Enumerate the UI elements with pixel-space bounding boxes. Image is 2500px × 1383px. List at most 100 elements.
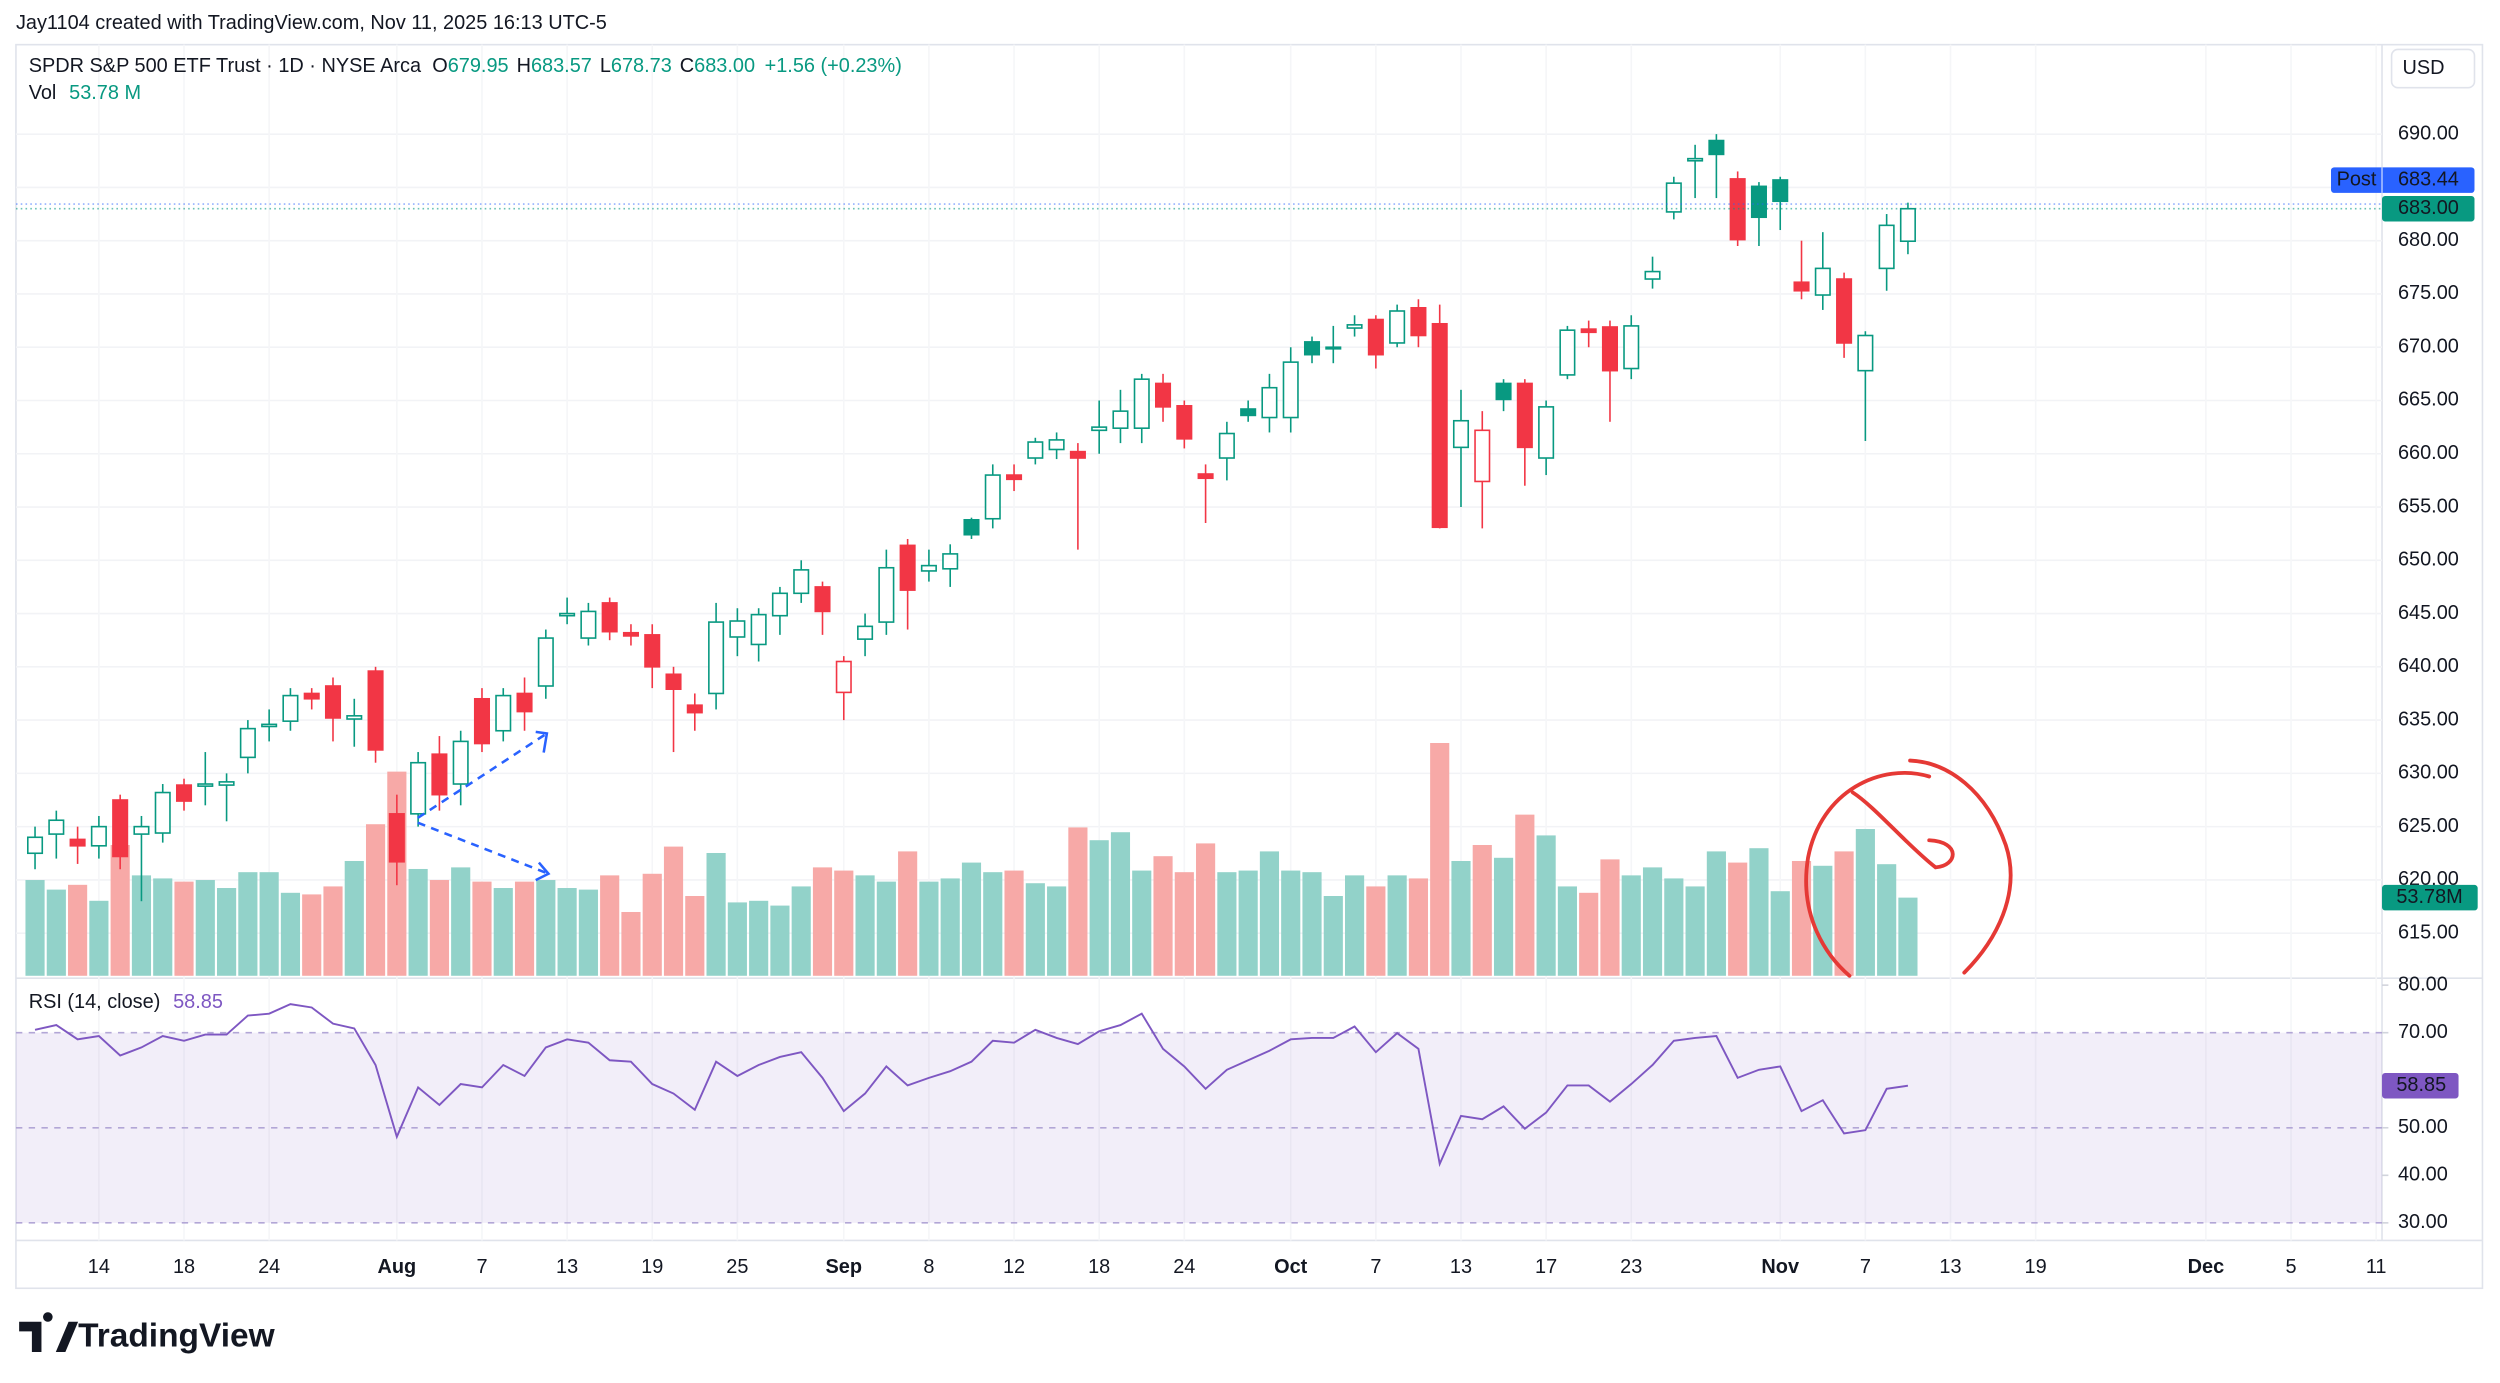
volume-bar bbox=[1621, 875, 1641, 976]
volume-bar bbox=[280, 892, 301, 976]
hand-drawn-circle bbox=[1804, 758, 2013, 978]
x-tick-label: 18 bbox=[1088, 1256, 1110, 1278]
currency[interactable]: USD bbox=[2402, 57, 2444, 79]
volume-bar bbox=[749, 900, 769, 976]
candle-body bbox=[559, 612, 576, 617]
y-tick-label: 620.00 bbox=[2398, 868, 2459, 890]
volume-last: 53.78M bbox=[2396, 886, 2462, 908]
volume-bar bbox=[429, 880, 449, 976]
volume-bar bbox=[1749, 848, 1769, 976]
volume-bar bbox=[1408, 878, 1429, 976]
volume-bar bbox=[685, 896, 705, 976]
x-tick-label: 12 bbox=[1003, 1256, 1025, 1278]
volume-bar bbox=[812, 867, 833, 976]
x-tick-label: 23 bbox=[1620, 1256, 1642, 1278]
x-tick-label: 19 bbox=[641, 1256, 663, 1278]
candle-body bbox=[346, 715, 363, 720]
volume-bar bbox=[1089, 840, 1109, 976]
volume-bar bbox=[834, 870, 854, 976]
volume-bar bbox=[1834, 851, 1854, 976]
candle-body bbox=[1431, 322, 1448, 529]
volume-bar bbox=[259, 872, 279, 976]
volume-value: 53.78 M bbox=[69, 82, 141, 104]
volume-bar bbox=[195, 880, 215, 976]
volume-bar bbox=[919, 881, 939, 976]
candle-body bbox=[1027, 441, 1044, 459]
candle-body bbox=[303, 692, 320, 700]
candle-body bbox=[388, 813, 405, 863]
volume-legend: Vol 53.78 M bbox=[29, 82, 141, 104]
candle-body bbox=[580, 610, 597, 639]
candle-body bbox=[1048, 439, 1065, 451]
volume-bar bbox=[642, 873, 662, 976]
currency-button[interactable] bbox=[2390, 48, 2476, 89]
candle-body bbox=[1282, 361, 1299, 419]
rsi-legend: RSI (14, close) 58.85 bbox=[29, 991, 223, 1013]
volume-bar bbox=[217, 888, 237, 976]
x-tick-label: 13 bbox=[1450, 1256, 1472, 1278]
low-label: L bbox=[600, 55, 611, 77]
logo-text: TradingView bbox=[78, 1318, 275, 1355]
post-name: Post bbox=[2337, 168, 2377, 190]
x-tick-label: 13 bbox=[556, 1256, 578, 1278]
rsi-last: 58.85 bbox=[2396, 1074, 2446, 1096]
x-tick-label: 8 bbox=[923, 1256, 934, 1278]
open-value: 679.95 bbox=[448, 55, 509, 77]
candle-body bbox=[27, 836, 44, 855]
arrow-down bbox=[417, 821, 549, 875]
x-tick-label: 25 bbox=[726, 1256, 748, 1278]
volume-bar bbox=[153, 878, 173, 976]
x-tick-label: 17 bbox=[1535, 1256, 1557, 1278]
volume-bar bbox=[302, 894, 322, 976]
open-label: O bbox=[432, 55, 447, 77]
y-tick-label: 645.00 bbox=[2398, 602, 2459, 624]
candle-body bbox=[473, 697, 491, 745]
volume-bar bbox=[514, 881, 535, 976]
candle-body bbox=[1367, 318, 1384, 356]
candle-body bbox=[1303, 341, 1321, 356]
candle-body bbox=[1346, 324, 1363, 329]
volume-bar bbox=[621, 911, 641, 976]
volume-bar bbox=[25, 880, 45, 976]
volume-bar bbox=[1025, 883, 1045, 976]
high-label: H bbox=[517, 55, 531, 77]
volume-bar bbox=[1728, 862, 1748, 976]
volume-bar bbox=[898, 851, 918, 976]
volume-bar bbox=[1004, 870, 1024, 976]
candle-body bbox=[197, 783, 214, 787]
volume-bar bbox=[1344, 875, 1365, 976]
candle-body bbox=[729, 620, 746, 638]
candle-body bbox=[1240, 408, 1257, 417]
candle-body bbox=[90, 825, 107, 847]
post-price: 683.44 bbox=[2398, 168, 2459, 190]
candle-body bbox=[516, 692, 533, 713]
volume-bar bbox=[983, 872, 1003, 976]
candle-body bbox=[1772, 179, 1789, 203]
candle-body bbox=[899, 544, 916, 591]
x-tick-label: 24 bbox=[258, 1256, 280, 1278]
y-tick-label: 680.00 bbox=[2398, 229, 2459, 251]
candle-body bbox=[410, 761, 427, 815]
candle-body bbox=[239, 727, 256, 759]
volume-bar bbox=[472, 881, 492, 976]
volume-bar bbox=[110, 845, 130, 976]
rsi-tag bbox=[2382, 1072, 2459, 1099]
y-tick-label: 690.00 bbox=[2398, 122, 2459, 144]
candle-body bbox=[750, 613, 767, 646]
arrow-up bbox=[417, 732, 548, 820]
candle-body bbox=[1410, 307, 1427, 337]
candle-body bbox=[175, 784, 193, 802]
x-tick-label: 5 bbox=[2285, 1256, 2296, 1278]
y-tick-label: 640.00 bbox=[2398, 655, 2459, 677]
candle-body bbox=[1091, 426, 1108, 432]
candle-body bbox=[686, 704, 703, 714]
candle-body bbox=[1814, 267, 1831, 296]
candle-body bbox=[1197, 473, 1214, 480]
volume-bar bbox=[791, 886, 811, 976]
candle-body bbox=[154, 791, 171, 834]
candle-body bbox=[920, 564, 937, 572]
volume-bar bbox=[1685, 886, 1705, 976]
volume-bar bbox=[1600, 859, 1620, 976]
candle-body bbox=[963, 519, 980, 536]
